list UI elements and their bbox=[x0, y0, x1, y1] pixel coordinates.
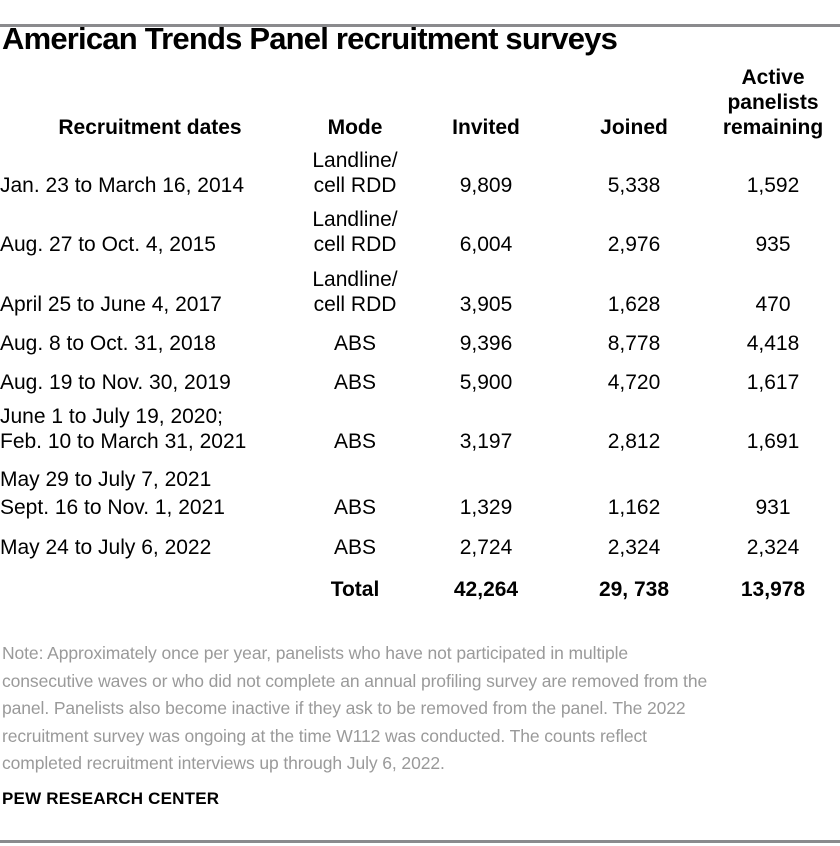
cell-mode: Landline/ cell RDD bbox=[312, 149, 398, 197]
cell-mode: ABS bbox=[333, 536, 377, 559]
page-title: American Trends Panel recruitment survey… bbox=[2, 21, 618, 56]
cell-total-joined: 29, 738 bbox=[598, 578, 670, 601]
table-row: Aug. 19 to Nov. 30, 2019 ABS 5,900 4,720… bbox=[0, 358, 840, 397]
table-row: Jan. 23 to March 16, 2014 Landline/ cell… bbox=[0, 142, 840, 200]
cell-invited: 9,809 bbox=[459, 174, 513, 197]
cell-joined: 8,778 bbox=[607, 332, 661, 355]
cell-active: 1,691 bbox=[746, 430, 800, 453]
footnote-text: Note: Approximately once per year, panel… bbox=[2, 643, 708, 773]
cell-mode: ABS bbox=[333, 430, 377, 453]
cell-invited: 3,197 bbox=[459, 430, 513, 453]
cell-mode: ABS bbox=[333, 332, 377, 355]
cell-active: 1,592 bbox=[746, 174, 800, 197]
cell-mode: ABS bbox=[333, 496, 377, 519]
cell-joined: 2,976 bbox=[607, 233, 661, 256]
cell-joined: 2,324 bbox=[607, 536, 661, 559]
cell-invited: 3,905 bbox=[459, 293, 513, 316]
source-attribution: PEW RESEARCH CENTER bbox=[2, 788, 220, 808]
cell-invited: 6,004 bbox=[459, 233, 513, 256]
cell-joined: 2,812 bbox=[607, 430, 661, 453]
cell-dates: April 25 to June 4, 2017 bbox=[0, 293, 222, 316]
cell-invited: 1,329 bbox=[459, 496, 513, 519]
cell-dates: Aug. 19 to Nov. 30, 2019 bbox=[0, 371, 231, 394]
table-row: Aug. 27 to Oct. 4, 2015 Landline/ cell R… bbox=[0, 200, 840, 259]
cell-dates: Aug. 8 to Oct. 31, 2018 bbox=[0, 332, 216, 355]
table-total-row: Total 42,264 29, 738 13,978 bbox=[0, 562, 840, 604]
cell-dates: Aug. 27 to Oct. 4, 2015 bbox=[0, 233, 216, 256]
table-row: May 24 to July 6, 2022 ABS 2,724 2,324 2… bbox=[0, 524, 840, 562]
recruitment-surveys-table: Recruitment dates Mode Invited Joined Ac… bbox=[0, 65, 840, 604]
cell-total-label: Total bbox=[330, 578, 380, 601]
cell-active: 935 bbox=[755, 233, 791, 256]
column-header-joined: Joined bbox=[600, 116, 668, 139]
column-header-mode: Mode bbox=[327, 116, 383, 139]
cell-active: 2,324 bbox=[746, 536, 800, 559]
cell-dates: Jan. 23 to March 16, 2014 bbox=[0, 174, 244, 197]
table-row: Aug. 8 to Oct. 31, 2018 ABS 9,396 8,778 … bbox=[0, 319, 840, 358]
top-rule bbox=[0, 24, 840, 27]
cell-mode: ABS bbox=[333, 371, 377, 394]
column-header-recruitment-dates: Recruitment dates bbox=[58, 116, 242, 139]
cell-invited: 2,724 bbox=[459, 536, 513, 559]
cell-joined: 4,720 bbox=[607, 371, 661, 394]
cell-mode: Landline/ cell RDD bbox=[312, 268, 398, 316]
bottom-rule bbox=[0, 840, 840, 843]
cell-active: 931 bbox=[755, 496, 791, 519]
cell-total-active: 13,978 bbox=[740, 578, 806, 601]
cell-joined: 1,628 bbox=[607, 293, 661, 316]
cell-invited: 5,900 bbox=[459, 371, 513, 394]
cell-invited: 9,396 bbox=[459, 332, 513, 355]
cell-active: 1,617 bbox=[746, 371, 800, 394]
table-row: May 29 to July 7, 2021 Sept. 16 to Nov. … bbox=[0, 456, 840, 524]
table-header-row: Recruitment dates Mode Invited Joined Ac… bbox=[0, 65, 840, 142]
cell-total-invited: 42,264 bbox=[453, 578, 519, 601]
table-row: June 1 to July 19, 2020; Feb. 10 to Marc… bbox=[0, 397, 840, 456]
cell-dates: June 1 to July 19, 2020; Feb. 10 to Marc… bbox=[0, 405, 247, 453]
cell-dates: May 24 to July 6, 2022 bbox=[0, 536, 212, 559]
table-row: April 25 to June 4, 2017 Landline/ cell … bbox=[0, 259, 840, 319]
cell-total-spacer bbox=[0, 562, 300, 604]
cell-joined: 5,338 bbox=[607, 174, 661, 197]
cell-mode: Landline/ cell RDD bbox=[312, 208, 398, 256]
column-header-active-panelists-remaining: Active panelists remaining bbox=[722, 66, 824, 139]
cell-joined: 1,162 bbox=[607, 496, 661, 519]
cell-active: 470 bbox=[755, 293, 791, 316]
column-header-invited: Invited bbox=[452, 116, 520, 139]
cell-active: 4,418 bbox=[746, 332, 800, 355]
cell-dates: May 29 to July 7, 2021 Sept. 16 to Nov. … bbox=[0, 468, 225, 519]
